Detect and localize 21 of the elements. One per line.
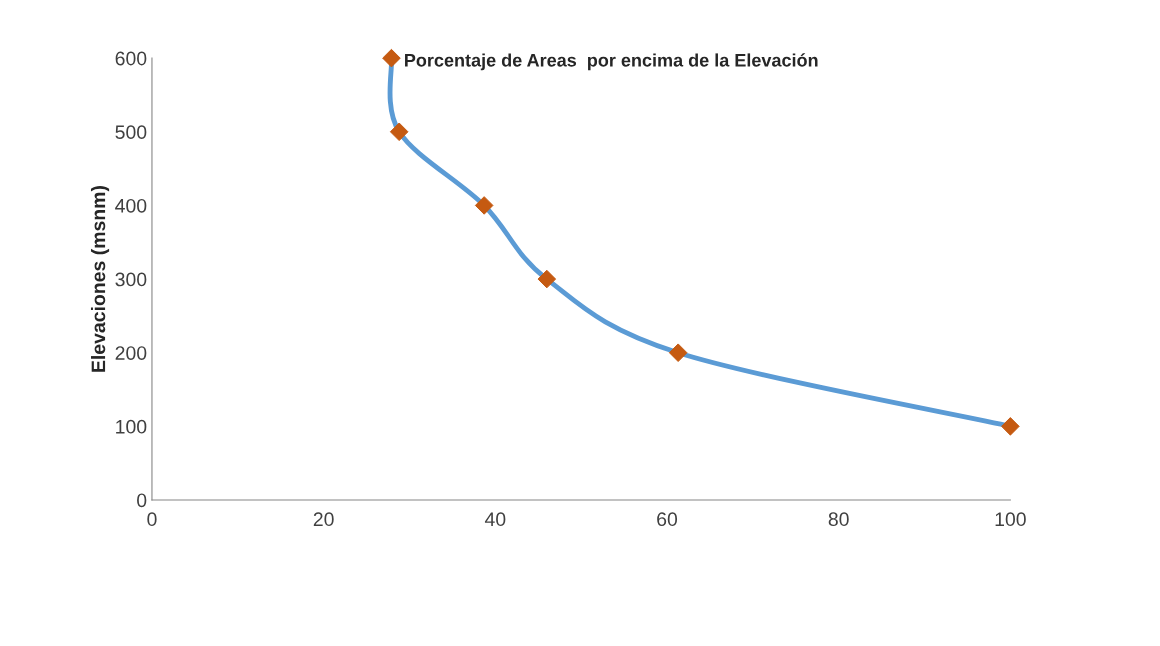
- y-tick-label: 100: [116, 419, 147, 434]
- x-tick-label: 60: [657, 512, 678, 527]
- point: [389, 122, 409, 142]
- y-tick-label: 500: [115, 125, 147, 140]
- point: [1001, 417, 1020, 436]
- y-tick-label: 0: [137, 493, 147, 508]
- x-tick-label: 0: [147, 512, 157, 527]
- y-tick-label: 400: [115, 198, 147, 213]
- chart-title: Porcentaje de Areas por encima de la Elevación: [405, 53, 818, 71]
- y-tick-label: 300: [115, 272, 147, 287]
- x-tick-label: 80: [828, 512, 849, 527]
- point: [668, 343, 688, 362]
- point: [537, 269, 557, 289]
- x-tick-label: 20: [313, 512, 334, 527]
- y-tick-label: 200: [115, 346, 147, 360]
- x-tick-label: 40: [484, 512, 506, 527]
- y-axis-title: Elevaciones (msnm): [90, 186, 110, 372]
- point: [474, 196, 494, 215]
- point: [382, 48, 401, 68]
- y-tick-label: 600: [115, 51, 147, 66]
- x-tick-label: 100: [995, 512, 1026, 527]
